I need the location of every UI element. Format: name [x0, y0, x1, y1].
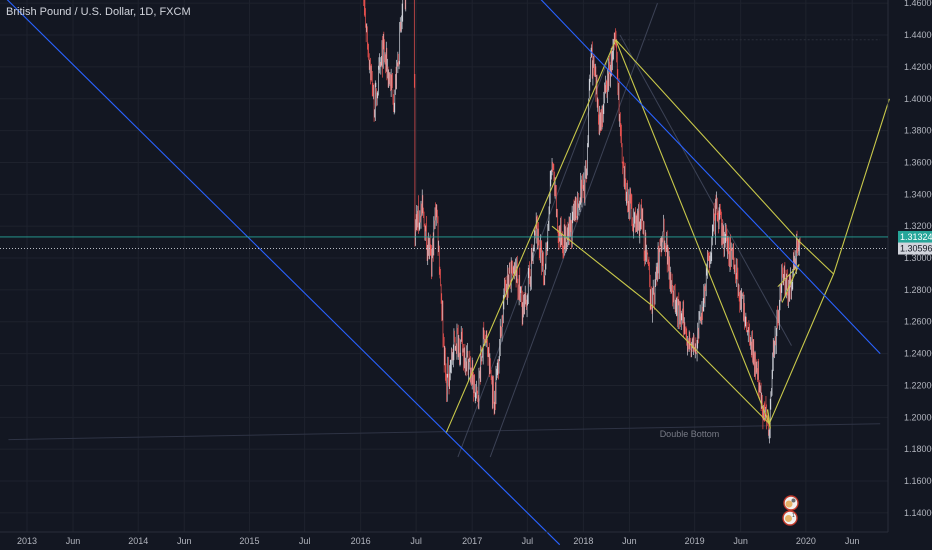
time-axis[interactable]: 2013 Jun 2014 Jun 2015 Jul 2016 Jul 2017 Jul 2018 J…: [17, 536, 859, 546]
time-tick-label: 2015: [239, 536, 259, 546]
projection-line[interactable]: [768, 98, 890, 424]
price-tick-label: 1.44000: [904, 30, 932, 40]
time-tick-label: 2019: [685, 536, 705, 546]
time-tick-label: Jun: [733, 536, 748, 546]
price-tick-label: 1.18000: [904, 444, 932, 454]
time-tick-label: 2018: [573, 536, 593, 546]
time-tick-label: Jun: [622, 536, 637, 546]
time-tick-label: 2017: [462, 536, 482, 546]
drawings-front[interactable]: [0, 0, 890, 546]
price-tick-label: 1.34000: [904, 189, 932, 199]
price-tick-label: 1.42000: [904, 62, 932, 72]
double-bottom-annotation[interactable]: Double Bottom: [660, 429, 720, 439]
pattern-line-upper[interactable]: [615, 39, 834, 275]
bottom-arrow[interactable]: [766, 409, 771, 429]
last-price-tag-text: 1.30596: [900, 244, 932, 254]
time-tick-label: Jul: [299, 536, 311, 546]
event-icons[interactable]: 1: [782, 495, 799, 526]
price-tick-label: 1.14000: [904, 508, 932, 518]
trend-line-blue[interactable]: [0, 0, 561, 546]
price-tags: 1.31324 1.30596: [0, 230, 932, 255]
price-tick-label: 1.16000: [904, 476, 932, 486]
price-tick-label: 1.32000: [904, 221, 932, 231]
time-tick-label: Jun: [66, 536, 81, 546]
price-tick-label: 1.20000: [904, 412, 932, 422]
double-bottom-line[interactable]: [8, 423, 881, 441]
last-price-tag: [898, 242, 932, 255]
price-tick-label: 1.36000: [904, 157, 932, 167]
price-tick-label: 1.24000: [904, 349, 932, 359]
price-tick-label: 1.22000: [904, 380, 932, 390]
news-icon[interactable]: [783, 495, 799, 511]
dividend-icon[interactable]: 1: [782, 510, 798, 526]
candles: [363, 0, 801, 444]
channel-line[interactable]: [445, 39, 617, 434]
time-tick-label: 2014: [128, 536, 148, 546]
time-tick-label: Jun: [845, 536, 860, 546]
price-tick-label: 1.38000: [904, 126, 932, 136]
pattern-line-inner[interactable]: [551, 225, 770, 425]
price-tick-label: 1.40000: [904, 94, 932, 104]
time-tick-label: 2013: [17, 536, 37, 546]
trend-line-blue-2[interactable]: [537, 0, 881, 354]
symbol-title[interactable]: British Pound / U.S. Dollar, 1D, FXCM: [6, 6, 191, 18]
price-axis[interactable]: 1.46000 1.44000 1.42000 1.40000 1.38000 1.360…: [904, 0, 932, 518]
time-tick-label: Jul: [522, 536, 534, 546]
drawings-back: [8, 3, 881, 458]
time-tick-label: Jun: [177, 536, 192, 546]
price-tick-label: 1.46000: [904, 0, 932, 8]
pennant-line[interactable]: [777, 264, 800, 303]
channel-faint-line-2[interactable]: [489, 3, 658, 458]
time-tick-label: Jul: [410, 536, 422, 546]
price-tick-label: 1.28000: [904, 285, 932, 295]
svg-text:1: 1: [792, 513, 795, 519]
price-tick-label: 1.30000: [904, 253, 932, 263]
channel-faint-line[interactable]: [457, 39, 617, 458]
time-tick-label: 2016: [351, 536, 371, 546]
current-price-tag: [898, 230, 932, 243]
price-tick-label: 1.26000: [904, 317, 932, 327]
current-price-tag-text: 1.31324: [900, 232, 932, 242]
time-tick-label: 2020: [796, 536, 816, 546]
channel-faint-line-3[interactable]: [619, 34, 792, 346]
grid: [0, 0, 888, 532]
